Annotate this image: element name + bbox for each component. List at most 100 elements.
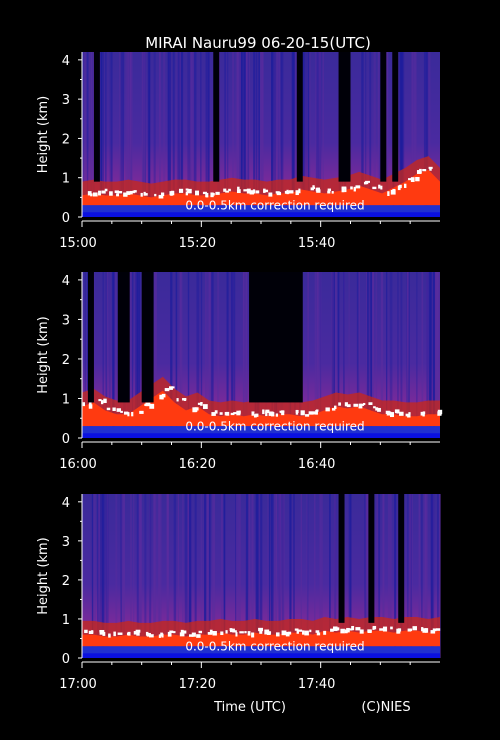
surface-band-core: [82, 212, 440, 217]
cloud-return: [169, 630, 174, 633]
signal-streak: [86, 272, 89, 438]
surface-band-core: [82, 653, 440, 658]
signal-streak: [200, 52, 202, 217]
panel-3: 0.0-0.5km correction required 0 1 2 3 4 Height…: [36, 494, 441, 692]
signal-streak: [406, 494, 409, 658]
correction-note: 0.0-0.5km correction required: [185, 198, 364, 212]
cloud-return: [145, 402, 151, 407]
signal-streak: [182, 494, 184, 658]
signal-streak: [220, 494, 223, 658]
signal-streak: [243, 52, 247, 217]
cloud-return: [331, 191, 334, 194]
signal-streak: [108, 272, 112, 438]
signal-streak: [413, 52, 417, 217]
cloud-return: [120, 410, 123, 413]
signal-streak: [90, 52, 93, 217]
signal-streak: [139, 272, 141, 438]
cloud-return: [289, 190, 294, 194]
signal-streak: [98, 494, 100, 658]
signal-streak: [356, 272, 360, 438]
signal-streak: [82, 52, 85, 217]
signal-streak: [307, 52, 310, 217]
cloud-return: [236, 410, 241, 416]
cloud-return: [252, 189, 256, 194]
cloud-return: [88, 630, 94, 634]
x-tick-label: 17:20: [179, 677, 216, 692]
signal-streak: [248, 52, 250, 217]
signal-streak: [371, 272, 375, 438]
figure-title: MIRAI Nauru99 06-20-15(UTC): [145, 34, 371, 52]
cloud-return: [420, 411, 425, 416]
cloud-return: [255, 190, 260, 194]
signal-streak: [118, 52, 121, 217]
x-tick-label: 16:40: [298, 457, 335, 472]
signal-streak: [102, 494, 105, 658]
signal-streak: [329, 494, 331, 658]
cloud-return: [312, 185, 315, 189]
signal-streak: [430, 494, 433, 658]
cloud-return: [181, 630, 187, 634]
signal-streak: [317, 52, 319, 217]
signal-streak: [158, 494, 161, 658]
cloud-return: [367, 629, 372, 634]
signal-streak: [416, 272, 418, 438]
boundary-layer: [82, 169, 440, 206]
cloud-return: [422, 412, 425, 417]
surface-band: [82, 646, 440, 658]
cloud-return: [237, 186, 240, 190]
cloud-return: [325, 407, 330, 412]
signal-streak: [260, 52, 263, 217]
cloud-return: [323, 630, 327, 635]
signal-streak: [406, 272, 410, 438]
cloud-return: [302, 630, 305, 635]
signal-streak: [232, 52, 235, 217]
signal-streak: [365, 494, 368, 658]
signal-streak: [245, 494, 247, 658]
cloud-return: [350, 186, 353, 190]
signal-streak: [180, 52, 184, 217]
cloud-return: [312, 411, 318, 415]
cloud-return: [230, 412, 235, 416]
cloud-return: [298, 629, 303, 632]
cloud-return: [154, 193, 157, 197]
signal-streak: [291, 52, 294, 217]
cloud-return: [109, 191, 113, 196]
signal-streak: [253, 52, 255, 217]
signal-streak: [257, 52, 260, 217]
signal-streak: [207, 52, 210, 217]
signal-streak: [210, 272, 214, 438]
signal-streak: [173, 494, 177, 658]
signal-streak: [307, 272, 309, 438]
signal-streak: [129, 52, 131, 217]
cloud-return: [185, 188, 189, 191]
signal-streak: [248, 494, 251, 658]
signal-streak: [205, 52, 208, 217]
signal-streak: [226, 272, 229, 438]
x-tick-label: 17:00: [59, 677, 96, 692]
cloud-return: [344, 629, 348, 634]
cloud-return: [372, 625, 377, 630]
cloud-return: [187, 188, 192, 194]
signal-streak: [319, 494, 322, 658]
signal-streak: [348, 272, 350, 438]
signal-streak: [421, 494, 423, 658]
cloud-return: [362, 402, 366, 405]
signal-streak: [337, 272, 340, 438]
y-tick-label: 2: [62, 132, 70, 147]
cloud-return: [139, 410, 144, 414]
cloud-return: [437, 411, 442, 416]
cloud-return: [295, 190, 299, 196]
cloud-return: [104, 188, 108, 192]
signal-streak: [170, 272, 172, 438]
signal-streak: [307, 494, 309, 658]
signal-streak: [278, 494, 281, 658]
signal-streak: [109, 52, 113, 217]
attenuated-column: [213, 52, 220, 182]
signal-streak: [135, 272, 139, 438]
cloud-return: [243, 189, 248, 192]
cloud-return: [265, 409, 270, 414]
cloud-return: [378, 184, 381, 189]
signal-streak: [131, 272, 134, 438]
cloud-return: [387, 191, 390, 196]
signal-streak: [148, 494, 152, 658]
